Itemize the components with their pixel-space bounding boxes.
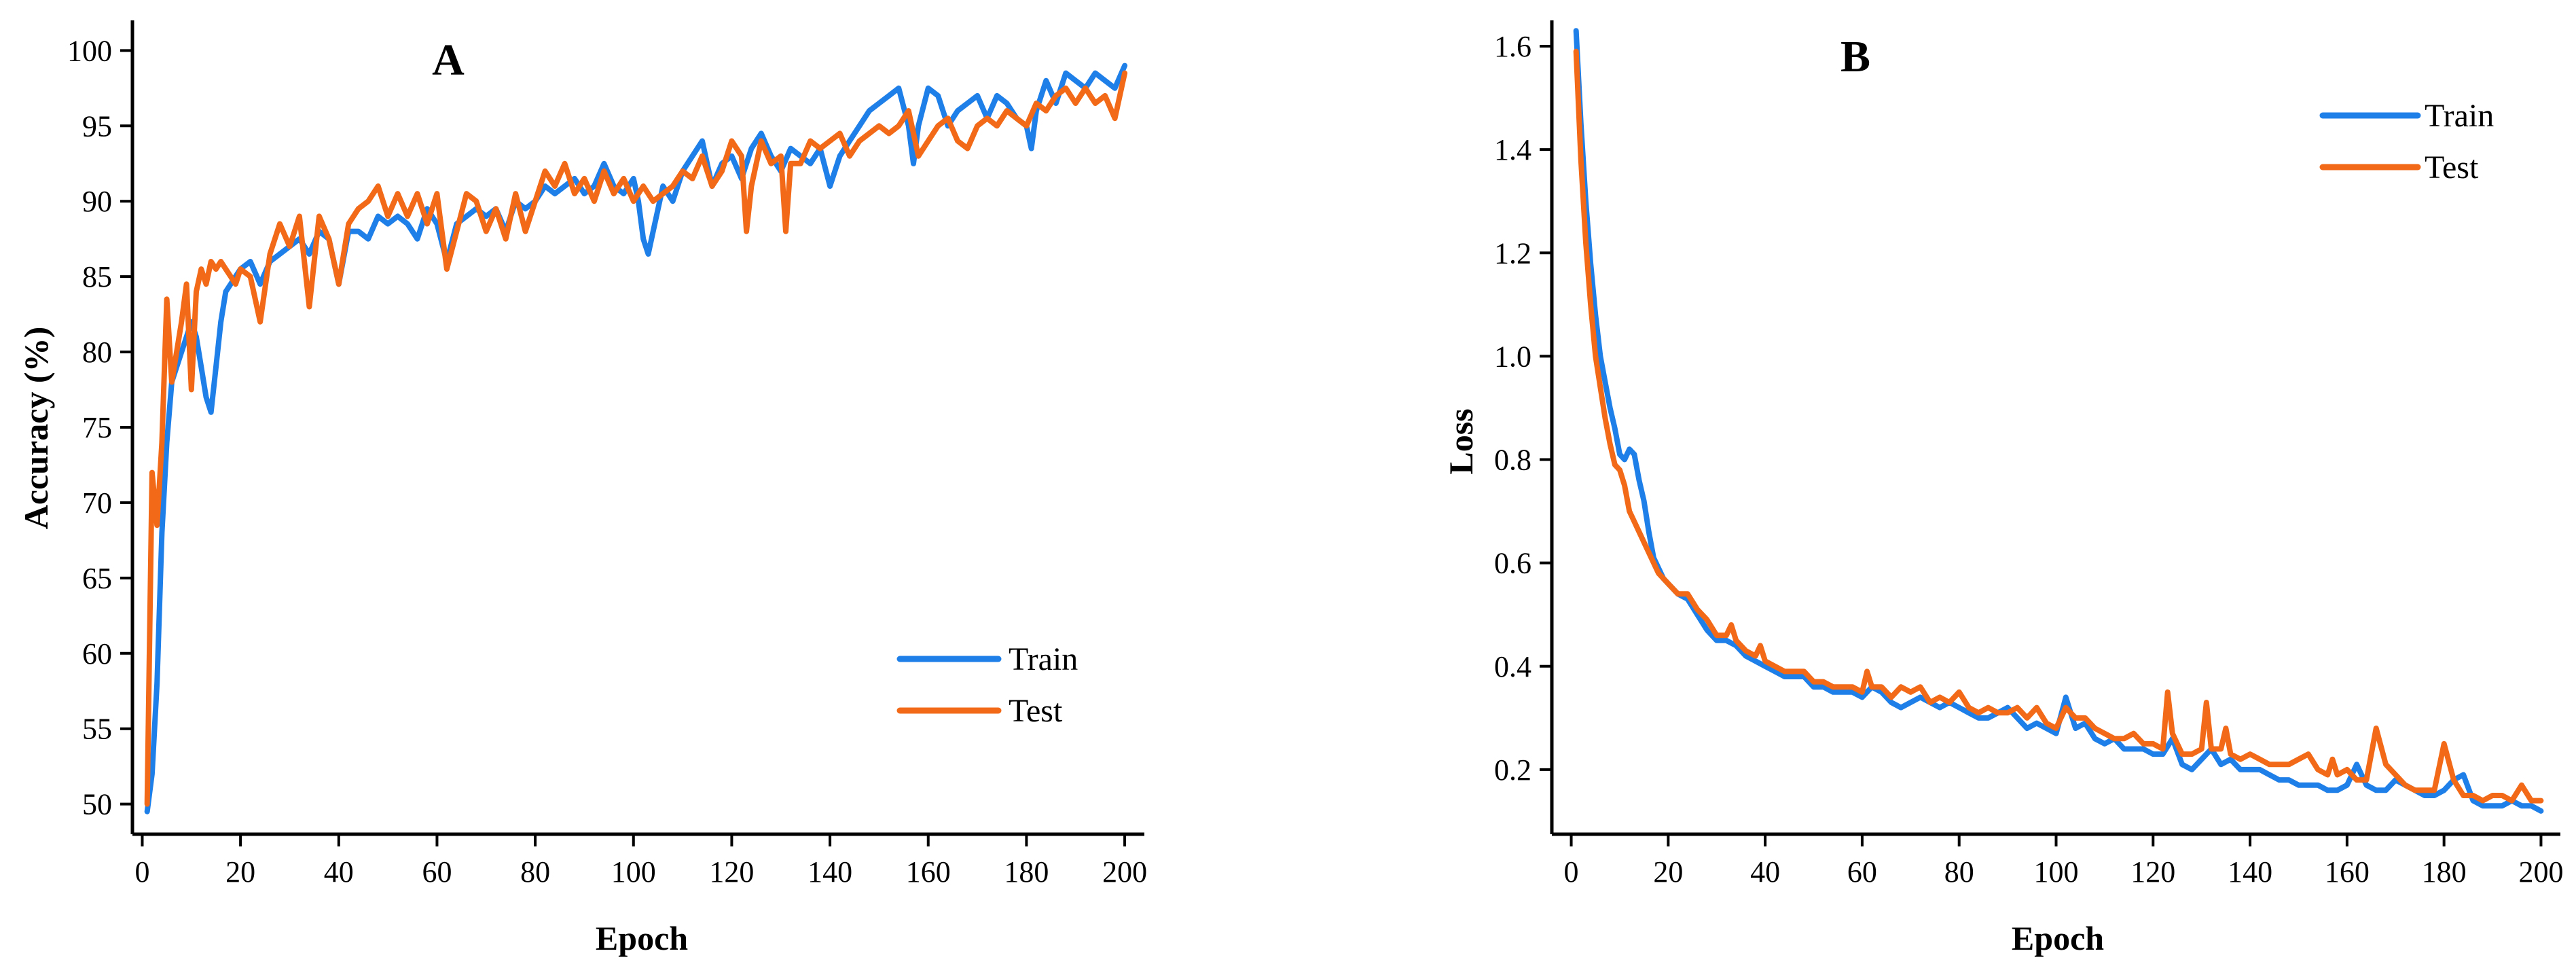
- panel-a-x-tick-label: 140: [808, 855, 852, 889]
- panel-b-loss-chart: 0 20 40 60 80 100 120 140 160 180 200 0.2 0.4 0.6 0.8 1…: [1442, 20, 2563, 957]
- panel-a-label: A: [432, 35, 465, 85]
- panel-a-y-tick-label: 80: [82, 336, 112, 369]
- panel-a-y-tick-label: 85: [82, 260, 112, 293]
- panel-a-x-tick-label: 40: [324, 855, 354, 889]
- panel-b-x-tick-label: 20: [1653, 855, 1683, 889]
- panel-a-x-tick-label: 60: [422, 855, 452, 889]
- panel-a-y-tick-label: 70: [82, 486, 112, 520]
- panel-b-legend-label-train: Train: [2425, 98, 2494, 134]
- panel-a-x-tick-label: 100: [611, 855, 656, 889]
- panel-a-legend-label-test: Test: [1009, 693, 1063, 729]
- panel-a-y-tick-label: 55: [82, 713, 112, 746]
- panel-a-series-group: [144, 62, 1128, 815]
- panel-b-legend: Train Test: [2319, 98, 2494, 185]
- panel-b-series-test-line: [1573, 48, 2544, 804]
- panel-a-x-tick-label: 120: [709, 855, 754, 889]
- panel-a-y-tick-label: 75: [82, 411, 112, 444]
- panel-b-x-tick-label: 140: [2228, 855, 2272, 889]
- panel-b-y-tick-label: 1.2: [1494, 236, 1531, 270]
- panel-b-ticks: 0 20 40 60 80 100 120 140 160 180 200 0.2 0.4 0.6 0.8 1…: [1494, 30, 2563, 889]
- panel-a-x-tick-label: 160: [906, 855, 951, 889]
- panel-a-y-axis-title: Accuracy (%): [17, 327, 55, 530]
- panel-a-legend: Train Test: [896, 641, 1078, 729]
- panel-a-y-tick-label: 65: [82, 562, 112, 595]
- panel-a-y-tick-label: 50: [82, 788, 112, 821]
- panel-a-y-tick-label: 90: [82, 185, 112, 218]
- panel-b-y-tick-label: 0.2: [1494, 753, 1531, 787]
- panel-b-y-tick-label: 0.6: [1494, 547, 1531, 580]
- panel-a-x-axis-title: Epoch: [596, 919, 688, 957]
- panel-b-x-tick-label: 0: [1564, 855, 1579, 889]
- panel-b-y-axis-title: Loss: [1442, 408, 1480, 474]
- panel-a-series-train-line: [144, 62, 1128, 815]
- panel-a-accuracy-chart: 0 20 40 60 80 100 120 140 160 180 200 50 55 60 65 70 75 8…: [17, 20, 1147, 957]
- panel-a-x-tick-label: 200: [1102, 855, 1147, 889]
- panel-b-label: B: [1840, 32, 1870, 82]
- panel-b-axes: [1550, 20, 2560, 836]
- panel-b-x-tick-label: 200: [2518, 855, 2563, 889]
- panel-b-y-tick-label: 1.4: [1494, 133, 1531, 166]
- panel-b-x-tick-label: 100: [2034, 855, 2079, 889]
- panel-a-y-tick-label: 95: [82, 109, 112, 143]
- panel-a-x-tick-label: 80: [520, 855, 550, 889]
- panel-a-y-tick-label: 60: [82, 637, 112, 670]
- panel-b-y-tick-label: 0.8: [1494, 444, 1531, 477]
- panel-a-legend-label-train: Train: [1009, 641, 1078, 677]
- panel-b-x-tick-label: 180: [2422, 855, 2467, 889]
- panel-b-x-tick-label: 80: [1944, 855, 1974, 889]
- panel-b-legend-label-test: Test: [2425, 149, 2479, 185]
- panel-a-series-test-line: [144, 70, 1128, 807]
- panel-a-x-tick-label: 0: [134, 855, 149, 889]
- panel-a-x-tick-label: 180: [1004, 855, 1049, 889]
- panel-a-x-tick-label: 20: [225, 855, 255, 889]
- panel-b-y-tick-label: 1.0: [1494, 340, 1531, 373]
- panel-b-x-axis-title: Epoch: [2012, 919, 2104, 957]
- panel-b-x-tick-label: 160: [2325, 855, 2370, 889]
- panel-b-y-tick-label: 0.4: [1494, 650, 1531, 683]
- panel-a-ticks: 0 20 40 60 80 100 120 140 160 180 200 50 55 60 65 70 75 8…: [67, 34, 1147, 889]
- panel-b-x-tick-label: 60: [1847, 855, 1877, 889]
- panel-b-series-train-line: [1573, 28, 2544, 814]
- panel-b-x-tick-label: 120: [2130, 855, 2175, 889]
- panel-b-series-group: [1573, 28, 2544, 814]
- panel-b-x-tick-label: 40: [1750, 855, 1780, 889]
- panel-a-y-tick-label: 100: [67, 34, 112, 67]
- panel-b-y-tick-label: 1.6: [1494, 30, 1531, 63]
